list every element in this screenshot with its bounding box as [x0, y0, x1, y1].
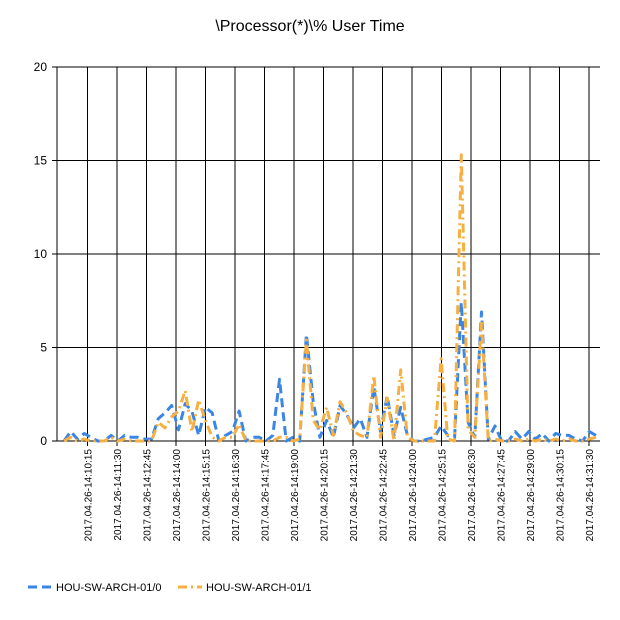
legend-label-0: HOU-SW-ARCH-01/0 — [56, 582, 162, 594]
x-tick-label: 2017.04.26-14:27:45 — [497, 449, 508, 542]
x-tick-label: 2017.04.26-14:21:30 — [349, 449, 360, 542]
x-tick-label: 2017.04.26-14:31:30 — [585, 449, 596, 542]
y-tick-label: 0 — [40, 434, 47, 448]
chart-title: \Processor(*)\% User Time — [215, 18, 405, 35]
x-tick-label: 2017.04.26-14:26:30 — [467, 449, 478, 542]
series-line-0 — [62, 301, 597, 443]
x-tick-label: 2017.04.26-14:24:00 — [408, 449, 419, 542]
x-tick-label: 2017.04.26-14:17:45 — [261, 449, 272, 542]
series-lines — [62, 153, 597, 443]
x-tick-label: 2017.04.26-14:25:15 — [438, 449, 449, 542]
y-tick-label: 5 — [40, 341, 47, 355]
x-tick-label: 2017.04.26-14:16:30 — [231, 449, 242, 542]
x-tick-label: 2017.04.26-14:12:45 — [143, 449, 154, 542]
x-tick-label: 2017.04.26-14:15:15 — [202, 449, 213, 542]
axes: 0 5 10 15 20 2017.04.26-14:10:15 2017.04.26-14… — [34, 60, 600, 541]
x-tick-label: 2017.04.26-14:30:15 — [556, 449, 567, 542]
legend: HOU-SW-ARCH-01/0 HOU-SW-ARCH-01/1 — [28, 582, 312, 594]
x-tick-label: 2017.04.26-14:11:30 — [113, 449, 124, 541]
x-tick-label: 2017.04.26-14:10:15 — [84, 449, 95, 542]
x-tick-label: 2017.04.26-14:14:00 — [172, 449, 183, 542]
grid — [57, 66, 600, 441]
x-tick-label: 2017.04.26-14:29:00 — [526, 449, 537, 542]
y-tick-label: 10 — [34, 247, 48, 261]
x-tick-label: 2017.04.26-14:22:45 — [379, 449, 390, 542]
x-tick-label: 2017.04.26-14:20:15 — [320, 449, 331, 542]
y-tick-label: 15 — [34, 154, 48, 168]
legend-label-1: HOU-SW-ARCH-01/1 — [206, 582, 312, 594]
y-tick-label: 20 — [34, 60, 48, 74]
x-tick-label: 2017.04.26-14:19:00 — [290, 449, 301, 542]
series-line-1 — [63, 153, 597, 443]
